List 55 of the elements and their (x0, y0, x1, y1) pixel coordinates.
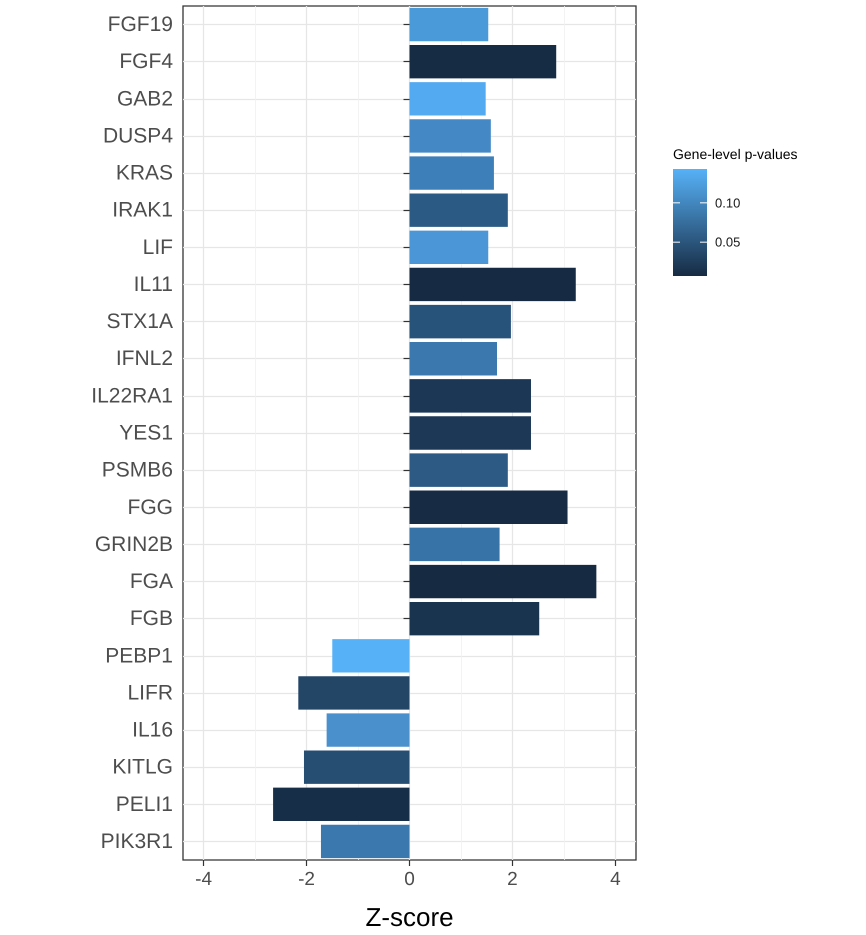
y-tick-label: LIF (142, 236, 173, 259)
y-tick-label: IL16 (132, 718, 173, 742)
bar (410, 304, 511, 338)
y-tick-label: DUSP4 (102, 124, 174, 148)
y-tick-label: KRAS (116, 162, 173, 185)
bar (332, 639, 410, 672)
bar (410, 268, 576, 302)
bar (304, 750, 410, 784)
bar (410, 528, 500, 562)
y-tick-label: KITLG (112, 756, 173, 779)
color-bar-label: 0.10 (715, 195, 740, 210)
x-tick-label: 0 (404, 869, 415, 890)
x-tick-label: 2 (507, 869, 518, 890)
x-axis-title: Z-score (365, 902, 454, 932)
bar (410, 230, 488, 264)
y-tick-label: YES1 (119, 422, 173, 444)
bar (410, 416, 531, 450)
y-tick-label: GAB2 (116, 87, 173, 110)
bar (410, 342, 498, 376)
color-bar-label: 0.05 (715, 234, 740, 250)
y-tick-label: FGG (128, 496, 173, 519)
bar (410, 8, 488, 42)
y-tick-label: FGF4 (119, 50, 174, 74)
y-tick-label: GRIN2B (94, 532, 173, 556)
y-tick-label: IL22RA1 (91, 384, 173, 408)
y-tick-label: STX1A (106, 310, 173, 334)
bar (410, 602, 540, 636)
y-tick-label: PEBP1 (105, 644, 173, 668)
bar (410, 490, 568, 524)
x-tick-label: -2 (298, 869, 315, 890)
bar (410, 564, 596, 598)
x-tick-label: 4 (610, 869, 622, 890)
bar (410, 194, 508, 227)
y-tick-label: IL11 (134, 272, 173, 296)
bar (410, 379, 531, 413)
bar (298, 676, 410, 710)
y-tick-label: IFNL2 (116, 347, 173, 370)
bar (410, 44, 556, 78)
bar (320, 824, 410, 858)
bar (410, 453, 508, 487)
y-tick-label: FGF19 (108, 13, 173, 36)
bar (410, 82, 486, 116)
y-tick-label: LIFR (127, 681, 173, 704)
y-tick-label: FGB (130, 607, 173, 630)
y-tick-label: IRAK1 (112, 198, 173, 222)
y-tick-label: PSMB6 (102, 458, 173, 482)
bar (410, 156, 494, 190)
color-bar-title: Gene-level p-values (673, 146, 798, 162)
bar (410, 119, 491, 153)
y-tick-label: FGA (130, 570, 173, 594)
y-tick-label: PELI1 (116, 792, 173, 816)
x-tick-label: -4 (195, 869, 212, 890)
bar (326, 713, 410, 747)
y-tick-label: PIK3R1 (100, 830, 173, 853)
bar (273, 788, 410, 822)
